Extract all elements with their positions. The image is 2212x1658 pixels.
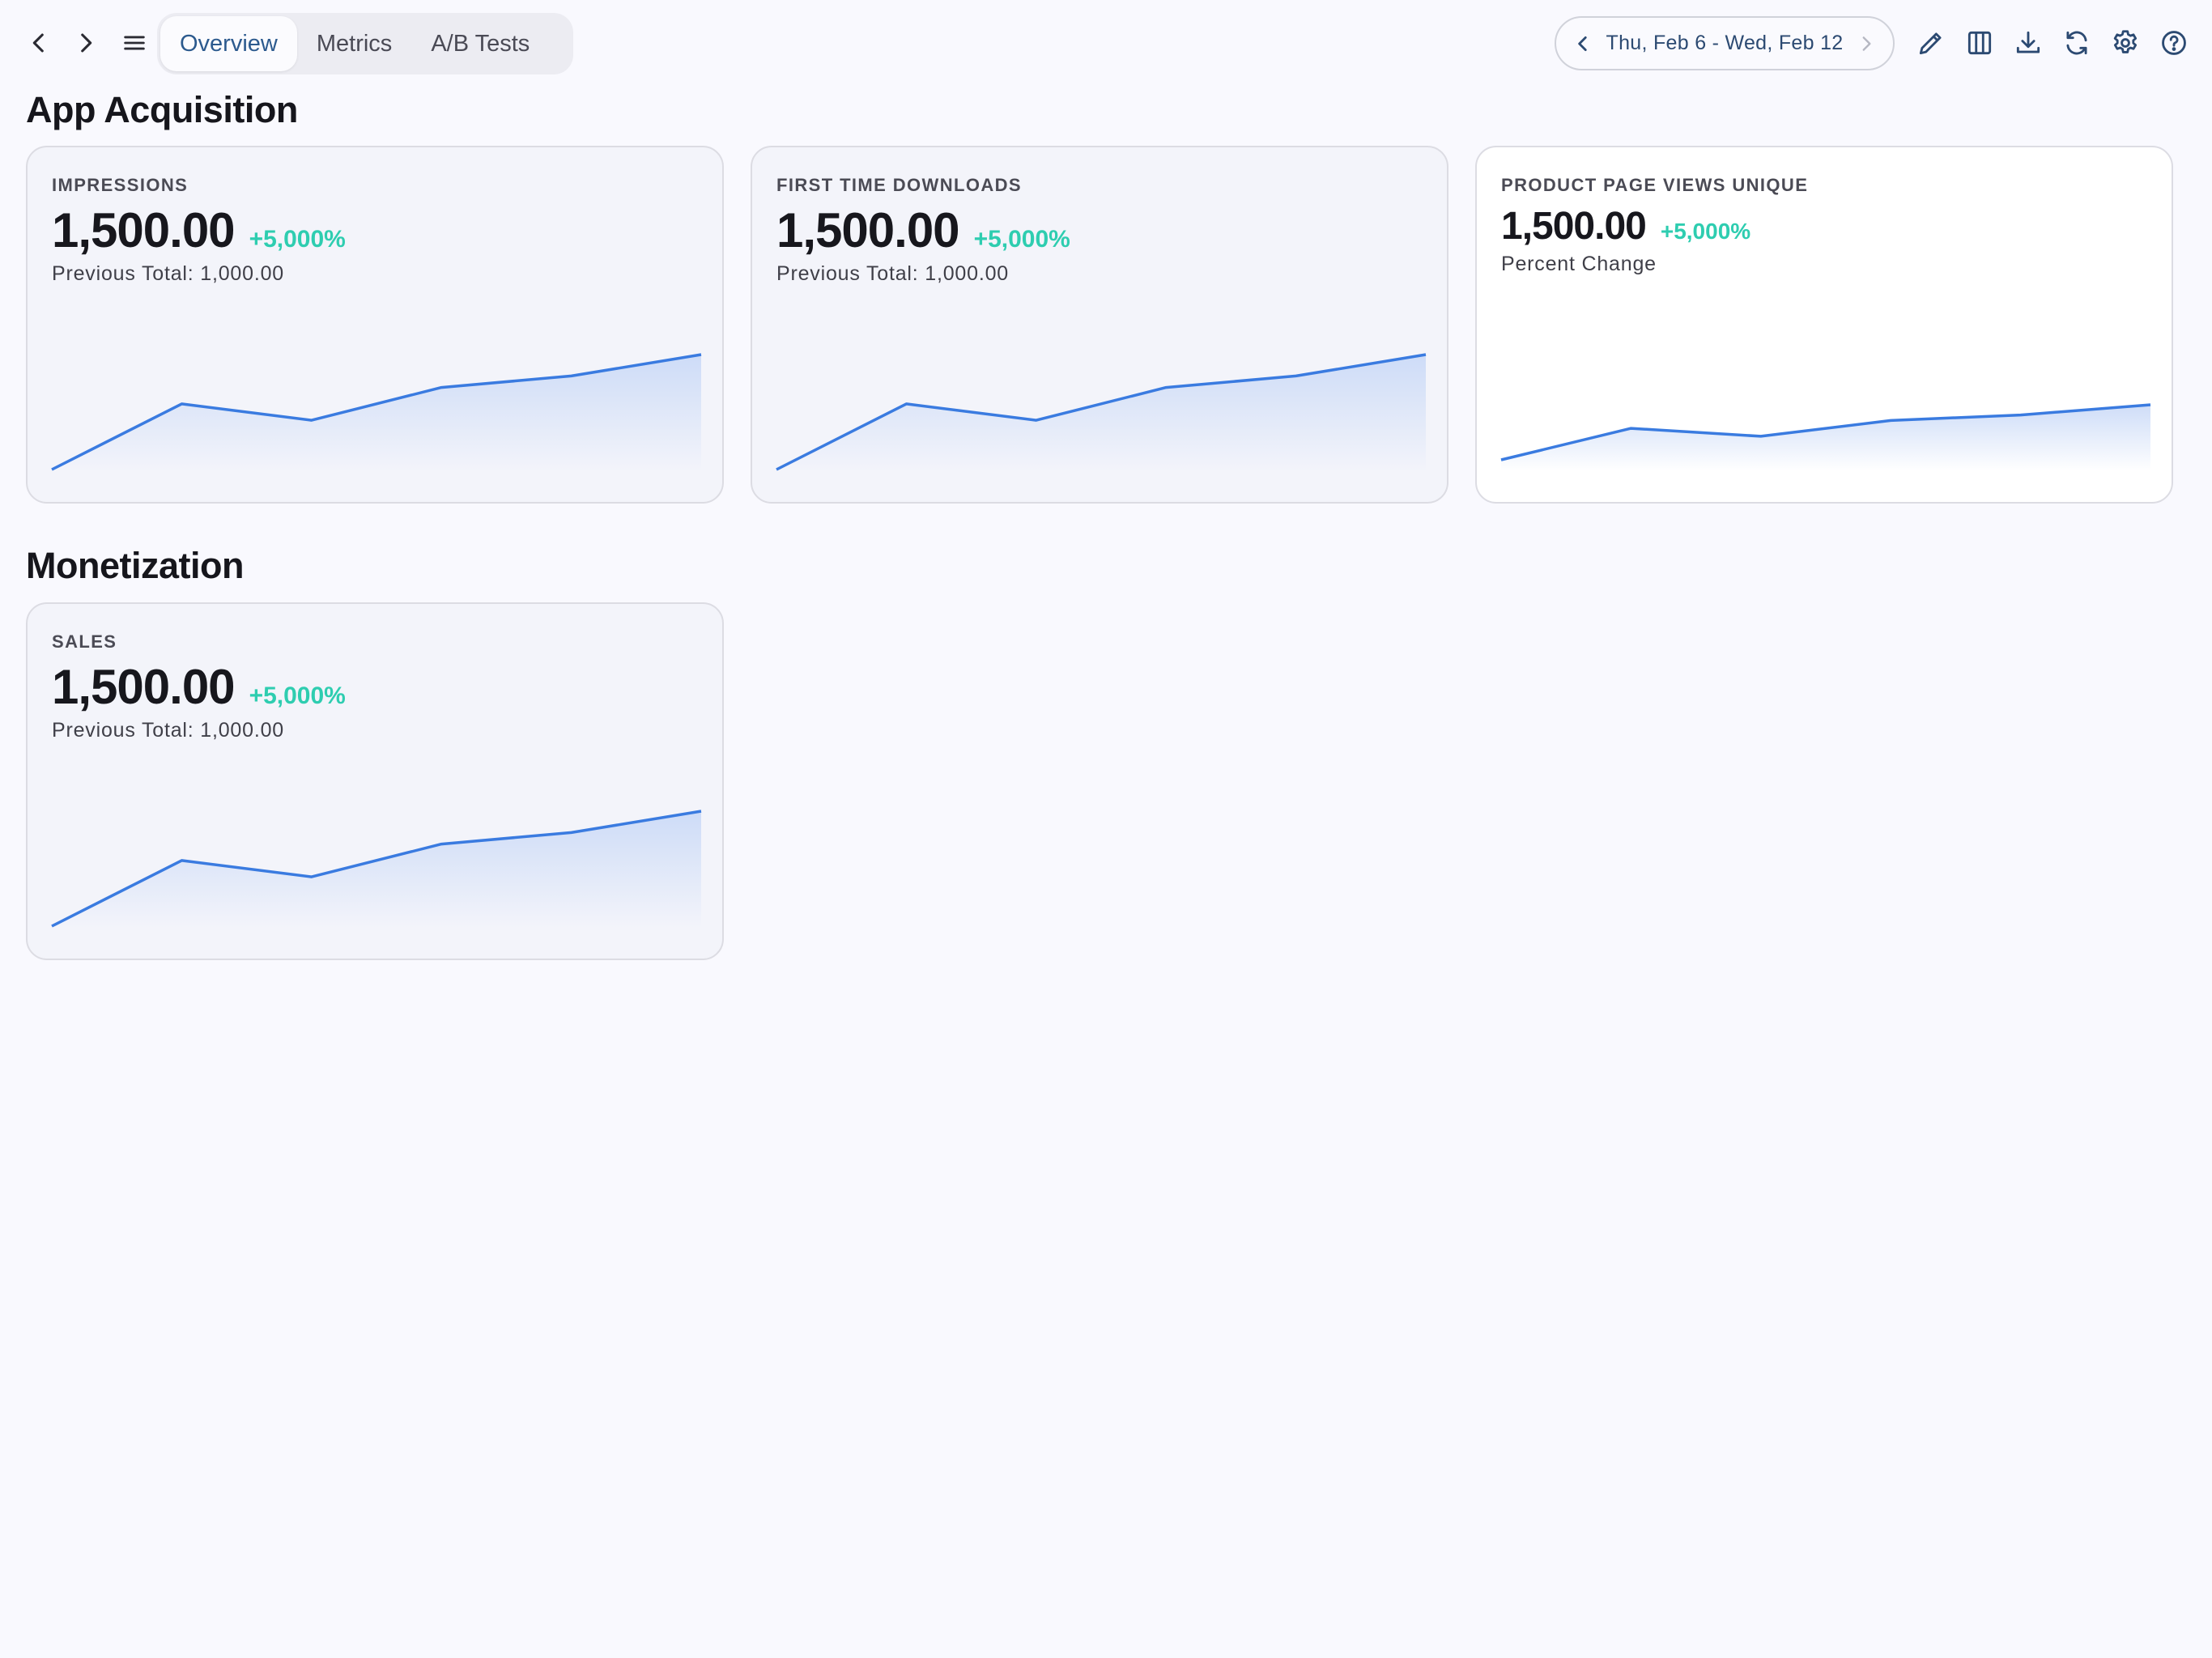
date-range-picker[interactable]: Thu, Feb 6 - Wed, Feb 12 (1555, 16, 1895, 70)
refresh-icon[interactable] (2057, 23, 2097, 63)
edit-icon[interactable] (1911, 23, 1951, 63)
sparkline-chart (51, 353, 702, 471)
card-label: PRODUCT PAGE VIEWS UNIQUE (1501, 175, 1809, 195)
forward-icon[interactable] (58, 15, 113, 71)
card-change: +5,000% (249, 226, 346, 253)
sparkline-line (51, 353, 702, 471)
card-subtitle: Percent Change (1501, 253, 1657, 275)
card-value: 1,500.00 (52, 203, 236, 257)
next-range-icon[interactable] (1854, 32, 1878, 56)
settings-icon[interactable] (2105, 23, 2146, 63)
sparkline-chart (51, 810, 702, 928)
sparkline-chart (1500, 403, 2151, 471)
card-label: SALES (52, 631, 117, 652)
card-value: 1,500.00 (52, 660, 236, 714)
previous-range-icon[interactable] (1571, 32, 1595, 56)
sparkline-chart (776, 353, 1427, 471)
sparkline-area (776, 355, 1426, 471)
metric-card-impressions[interactable]: IMPRESSIONS 1,500.00 +5,000% Previous To… (26, 146, 724, 504)
sparkline-area (52, 811, 701, 928)
card-label: FIRST TIME DOWNLOADS (776, 175, 1022, 195)
sparkline-line (51, 810, 702, 928)
card-change: +5,000% (249, 682, 346, 709)
columns-icon[interactable] (1959, 23, 2000, 63)
card-label: IMPRESSIONS (52, 175, 189, 195)
tab-overview[interactable]: Overview (160, 16, 297, 71)
card-change: +5,000% (1660, 219, 1751, 244)
tab-ab-tests[interactable]: A/B Tests (431, 30, 530, 57)
card-subtitle: Previous Total: 1,000.00 (52, 719, 284, 742)
section-title-monetization: Monetization (26, 545, 244, 586)
sparkline-area (52, 355, 701, 471)
card-subtitle: Previous Total: 1,000.00 (52, 262, 284, 285)
metric-card-sales[interactable]: SALES 1,500.00 +5,000% Previous Total: 1… (26, 602, 724, 960)
back-icon[interactable] (11, 15, 66, 71)
sparkline-area (1501, 405, 2150, 471)
card-value: 1,500.00 (1501, 205, 1647, 248)
metric-card-product-page-views-unique[interactable]: PRODUCT PAGE VIEWS UNIQUE 1,500.00 +5,00… (1475, 146, 2173, 504)
view-tabs: Overview Metrics A/B Tests (157, 13, 573, 74)
download-icon[interactable] (2008, 23, 2048, 63)
help-icon[interactable] (2154, 23, 2194, 63)
date-range-label: Thu, Feb 6 - Wed, Feb 12 (1606, 32, 1844, 54)
sparkline-line (1500, 403, 2151, 461)
menu-icon[interactable] (107, 15, 162, 71)
card-change: +5,000% (973, 226, 1070, 253)
card-subtitle: Previous Total: 1,000.00 (776, 262, 1009, 285)
sparkline-line (776, 353, 1427, 471)
section-title-app-acquisition: App Acquisition (26, 89, 298, 130)
card-value: 1,500.00 (776, 203, 960, 257)
tab-metrics[interactable]: Metrics (316, 30, 393, 57)
top-toolbar: Overview Metrics A/B Tests Thu, Feb 6 - … (0, 0, 2212, 86)
metric-card-first-time-downloads[interactable]: FIRST TIME DOWNLOADS 1,500.00 +5,000% Pr… (751, 146, 1448, 504)
